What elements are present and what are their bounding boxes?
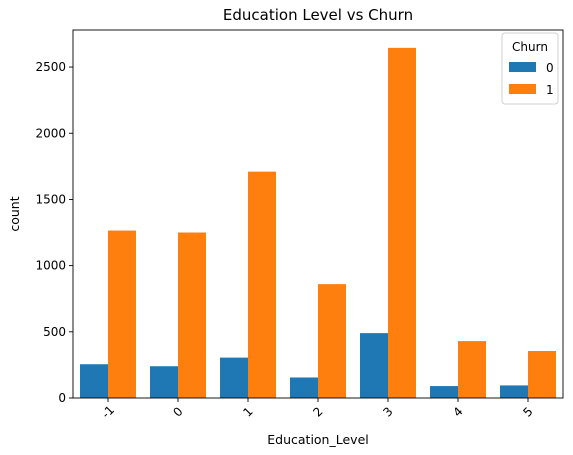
bars-group: [80, 48, 556, 398]
legend-title: Churn: [512, 40, 548, 54]
x-tick-label: 4: [450, 404, 465, 419]
legend-swatch-1: [509, 84, 536, 94]
chart-title: Education Level vs Churn: [223, 6, 413, 24]
bar-2-churn-1: [318, 284, 346, 398]
x-axis-label: Education_Level: [267, 432, 368, 447]
x-tick-label: 5: [520, 404, 535, 419]
bar-0-churn-1: [178, 233, 206, 398]
bar-4-churn-0: [430, 386, 458, 398]
y-axis-label: count: [7, 196, 22, 231]
y-tick-label: 500: [43, 325, 66, 339]
bar-5-churn-1: [528, 351, 556, 398]
legend-label-1: 1: [546, 83, 554, 97]
bar-5-churn-0: [500, 385, 528, 398]
bar--1-churn-0: [80, 364, 108, 398]
bar-1-churn-1: [248, 172, 276, 398]
bar-3-churn-1: [388, 48, 416, 398]
y-tick-label: 1000: [35, 259, 66, 273]
x-tick-label: -1: [99, 403, 117, 421]
bar--1-churn-1: [108, 231, 136, 398]
legend: Churn 0 1: [502, 33, 558, 104]
bar-3-churn-0: [360, 333, 388, 398]
x-tick-label: 1: [240, 404, 255, 419]
x-tick-label: 3: [380, 404, 395, 419]
legend-swatch-0: [509, 62, 536, 72]
y-tick-label: 2000: [35, 126, 66, 140]
y-tick-label: 1500: [35, 192, 66, 206]
bar-2-churn-0: [290, 377, 318, 398]
y-tick-label: 0: [58, 391, 66, 405]
x-axis: -1 0 1 2 3 4 5: [99, 398, 536, 421]
bar-0-churn-0: [150, 366, 178, 398]
x-tick-label: 0: [170, 404, 185, 419]
y-axis: 0 500 1000 1500 2000 2500: [35, 60, 73, 405]
bar-1-churn-0: [220, 358, 248, 398]
x-tick-label: 2: [310, 404, 325, 419]
y-tick-label: 2500: [35, 60, 66, 74]
legend-label-0: 0: [546, 61, 554, 75]
bar-4-churn-1: [458, 341, 486, 398]
